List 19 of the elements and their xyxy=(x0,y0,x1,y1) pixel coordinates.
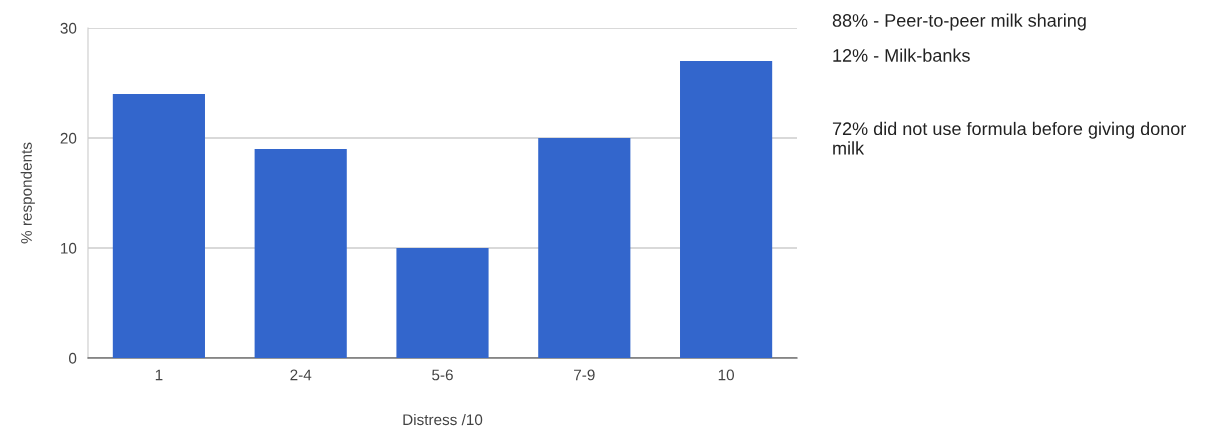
bar xyxy=(112,94,205,358)
bar xyxy=(254,149,347,358)
text: 72% did not use formula before giving donor milk xyxy=(832,121,1187,155)
x-tick-label: 7-9 xyxy=(574,369,595,381)
bar xyxy=(680,61,773,358)
y-tick-label: 0 xyxy=(68,352,77,364)
x-tick-label: 5-6 xyxy=(432,369,453,381)
x-tick-label: 2-4 xyxy=(290,369,312,381)
bar xyxy=(538,138,631,358)
y-axis-title: % respondents xyxy=(20,142,35,244)
x-tick-label: 1 xyxy=(155,369,163,381)
text: 88% - Peer-to-peer milk sharing xyxy=(832,13,1086,31)
y-tick-label: 30 xyxy=(60,22,77,34)
text: 12% - Milk-banks xyxy=(833,48,970,62)
x-axis-title: Distress /10 xyxy=(403,413,483,426)
x-tick-label: 10 xyxy=(718,369,734,381)
y-tick-label: 10 xyxy=(61,242,77,254)
y-tick-label: 20 xyxy=(60,132,77,144)
bar xyxy=(396,248,489,358)
